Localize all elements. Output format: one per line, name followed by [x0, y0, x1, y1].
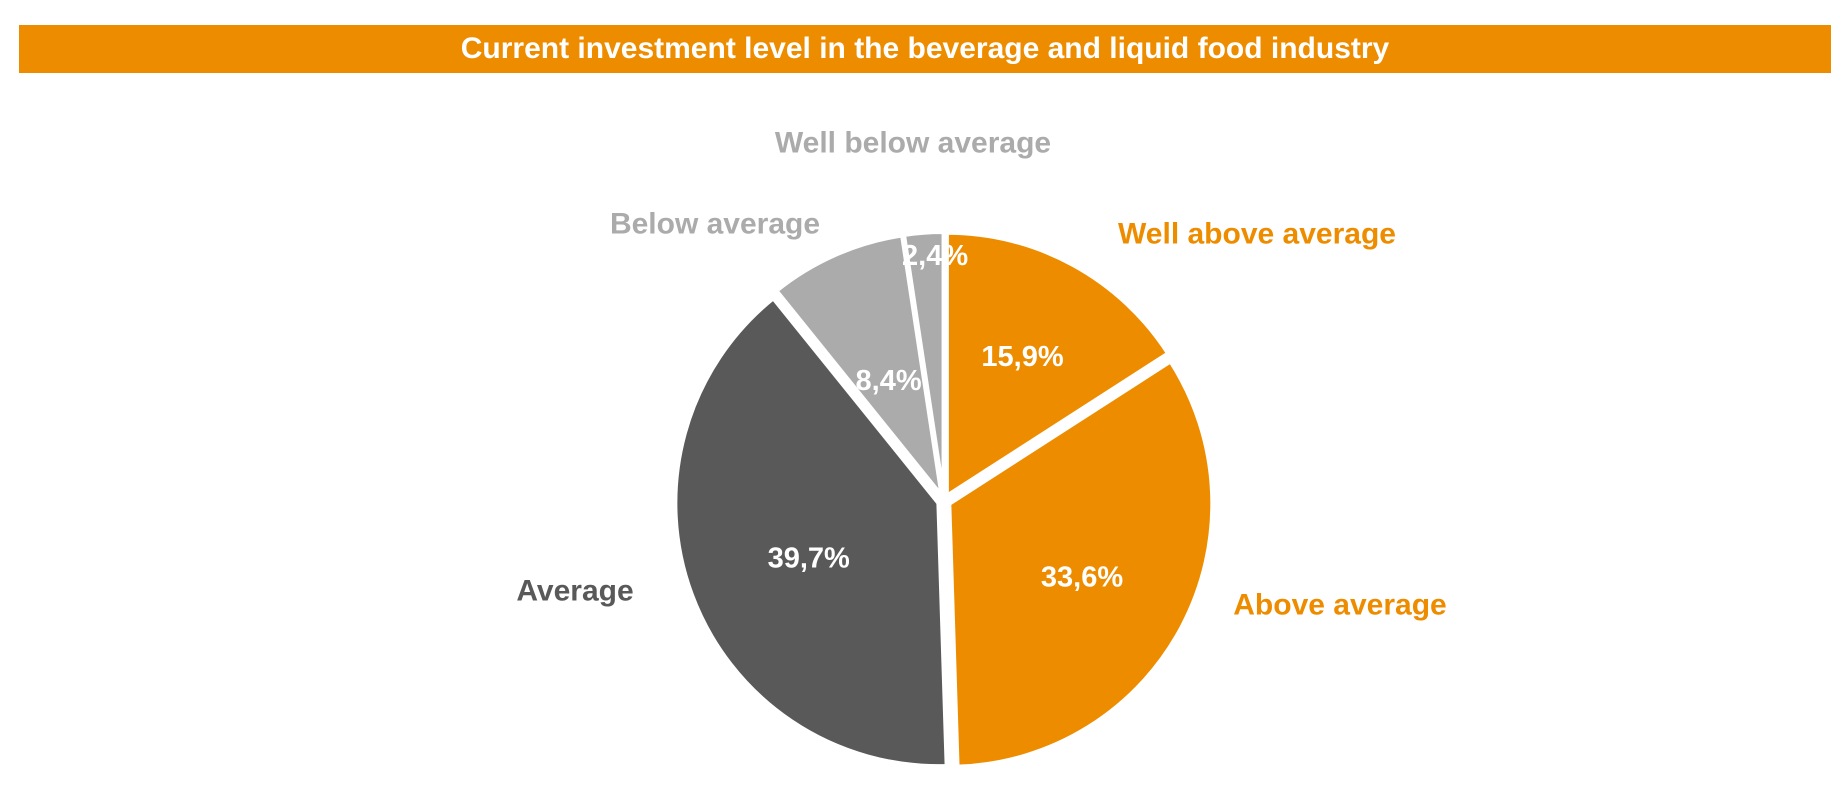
pie-category-label-well-below-average: Well below average [775, 127, 1051, 160]
pie-slice-well-below-average [902, 230, 946, 498]
pie-category-label-below-average: Below average [610, 208, 820, 241]
pie-category-label-average: Average [516, 575, 633, 608]
pie-value-label-well-above-average: 15,9% [981, 341, 1063, 373]
pie-slice-above-average [947, 359, 1215, 769]
pie-slice-well-above-average [944, 230, 1171, 498]
chart-title-banner: Current investment level in the beverage… [19, 25, 1831, 73]
chart-title: Current investment level in the beverage… [460, 32, 1390, 65]
pie-slice-below-average [774, 233, 944, 498]
pie-value-label-average: 39,7% [768, 542, 850, 574]
pie-category-label-well-above-average: Well above average [1118, 218, 1396, 251]
pie-value-label-above-average: 33,6% [1041, 562, 1123, 594]
pie-value-label-below-average: 8,4% [856, 365, 922, 397]
pie-chart-svg: 15,9% Well above average 33,6% Above averag… [516, 127, 1447, 769]
pie-value-label-well-below-average: 2,4% [902, 240, 968, 272]
pie-category-label-above-average: Above average [1233, 589, 1446, 622]
pie-slice-average [673, 296, 949, 769]
